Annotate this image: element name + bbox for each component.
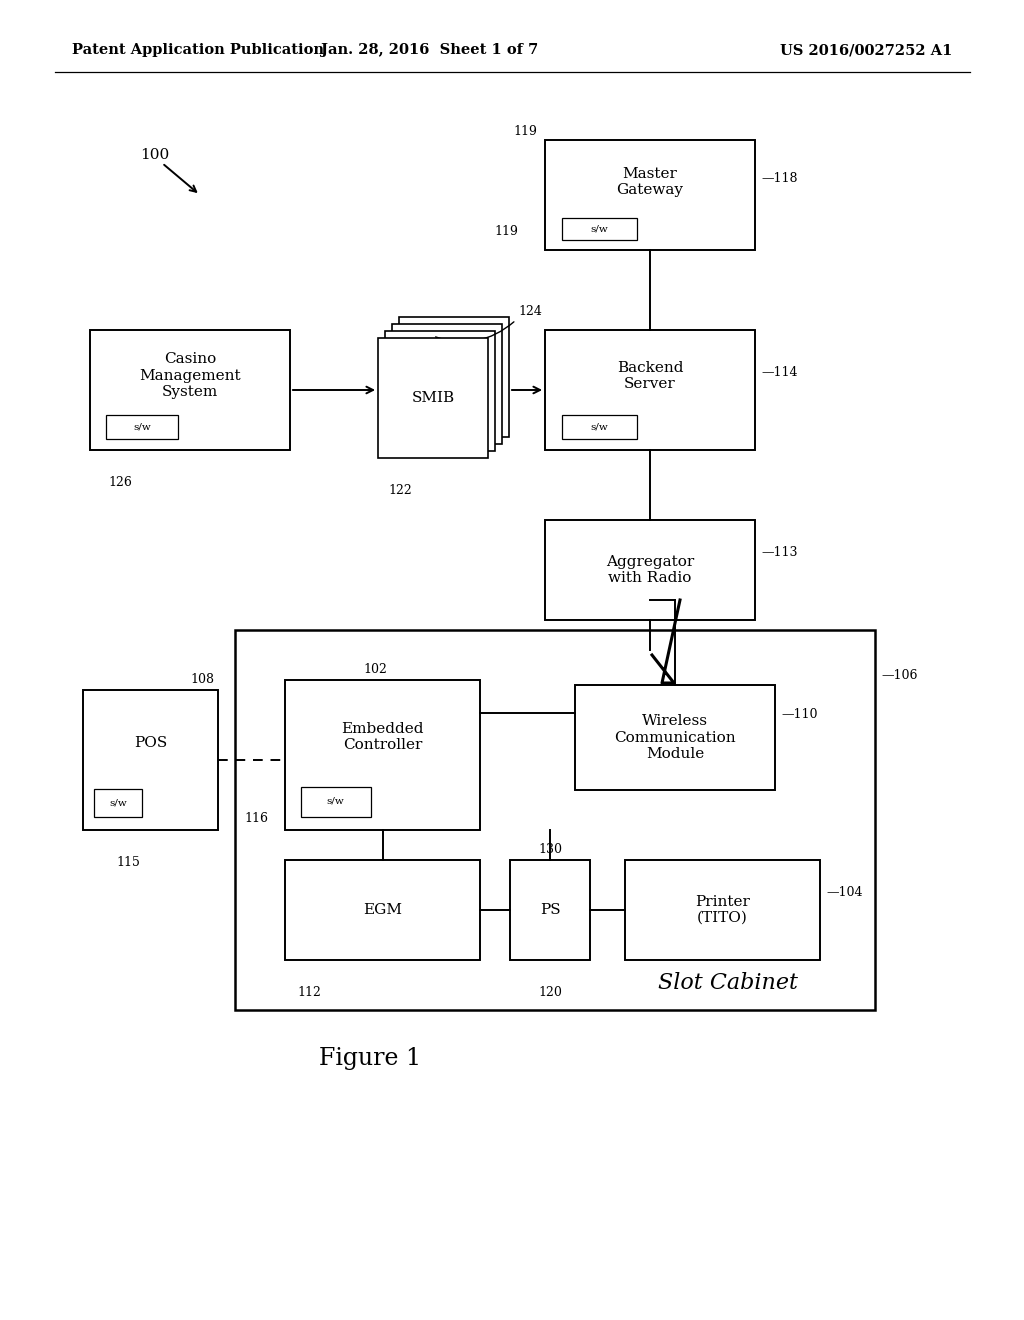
Bar bbox=[510, 861, 590, 960]
Text: Figure 1: Figure 1 bbox=[318, 1047, 421, 1069]
Text: —114: —114 bbox=[761, 366, 798, 379]
Text: Wireless
Communication
Module: Wireless Communication Module bbox=[614, 714, 736, 760]
Text: —106: —106 bbox=[881, 669, 918, 682]
Text: 100: 100 bbox=[140, 148, 169, 162]
Bar bbox=[285, 861, 480, 960]
Text: 130: 130 bbox=[538, 843, 562, 855]
Text: —110: —110 bbox=[781, 708, 817, 721]
Text: Embedded
Controller: Embedded Controller bbox=[341, 722, 424, 752]
Bar bbox=[562, 218, 637, 240]
Bar bbox=[385, 331, 495, 451]
Text: s/w: s/w bbox=[591, 422, 608, 432]
Text: s/w: s/w bbox=[110, 799, 127, 808]
Text: Master
Gateway: Master Gateway bbox=[616, 166, 683, 197]
Bar bbox=[399, 317, 509, 437]
Text: 120: 120 bbox=[538, 986, 562, 999]
Text: Aggregator
with Radio: Aggregator with Radio bbox=[606, 554, 694, 585]
Text: 119: 119 bbox=[513, 125, 537, 139]
Text: 112: 112 bbox=[297, 986, 321, 999]
Text: 102: 102 bbox=[362, 663, 387, 676]
Bar bbox=[545, 520, 755, 620]
Text: s/w: s/w bbox=[133, 422, 151, 432]
Bar bbox=[625, 861, 820, 960]
Text: 115: 115 bbox=[117, 855, 140, 869]
Text: —104: —104 bbox=[826, 886, 862, 899]
Text: Slot Cabinet: Slot Cabinet bbox=[657, 972, 798, 994]
Bar bbox=[562, 416, 637, 440]
Bar bbox=[378, 338, 488, 458]
Text: 122: 122 bbox=[388, 484, 412, 498]
Text: Printer
(TITO): Printer (TITO) bbox=[695, 895, 750, 925]
Text: SMIB: SMIB bbox=[412, 391, 455, 405]
Text: POS: POS bbox=[134, 737, 167, 750]
Bar bbox=[234, 630, 874, 1010]
Text: 126: 126 bbox=[108, 477, 132, 488]
Bar bbox=[90, 330, 290, 450]
Text: 108: 108 bbox=[190, 673, 214, 686]
Text: Casino
Management
System: Casino Management System bbox=[139, 352, 241, 399]
Text: EGM: EGM bbox=[362, 903, 402, 917]
Text: US 2016/0027252 A1: US 2016/0027252 A1 bbox=[780, 44, 952, 57]
Bar bbox=[106, 416, 178, 440]
Bar bbox=[285, 680, 480, 830]
Bar bbox=[301, 787, 371, 817]
Text: PS: PS bbox=[540, 903, 560, 917]
Bar bbox=[83, 690, 218, 830]
Text: Patent Application Publication: Patent Application Publication bbox=[72, 44, 324, 57]
Bar bbox=[575, 685, 775, 789]
Text: s/w: s/w bbox=[327, 797, 344, 807]
Text: 119: 119 bbox=[495, 224, 518, 238]
Text: Jan. 28, 2016  Sheet 1 of 7: Jan. 28, 2016 Sheet 1 of 7 bbox=[322, 44, 539, 57]
Bar bbox=[392, 323, 502, 444]
Text: —113: —113 bbox=[761, 545, 798, 558]
Text: Backend
Server: Backend Server bbox=[616, 360, 683, 391]
Bar bbox=[545, 330, 755, 450]
Bar bbox=[545, 140, 755, 249]
Text: 116: 116 bbox=[244, 812, 268, 825]
Text: s/w: s/w bbox=[591, 224, 608, 234]
Text: 124: 124 bbox=[518, 305, 542, 318]
Bar bbox=[94, 789, 142, 817]
Text: —118: —118 bbox=[761, 172, 798, 185]
